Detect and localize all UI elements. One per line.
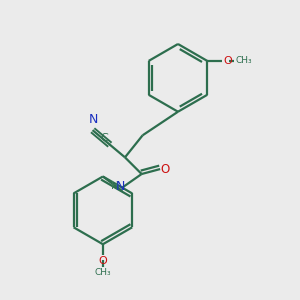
Text: H: H (111, 181, 119, 191)
Text: N: N (116, 180, 125, 193)
Text: CH₃: CH₃ (235, 56, 252, 65)
Text: C: C (101, 133, 109, 143)
Text: O: O (161, 163, 170, 176)
Text: O: O (98, 256, 107, 266)
Text: CH₃: CH₃ (94, 268, 111, 278)
Text: N: N (89, 112, 98, 126)
Text: O: O (224, 56, 232, 66)
